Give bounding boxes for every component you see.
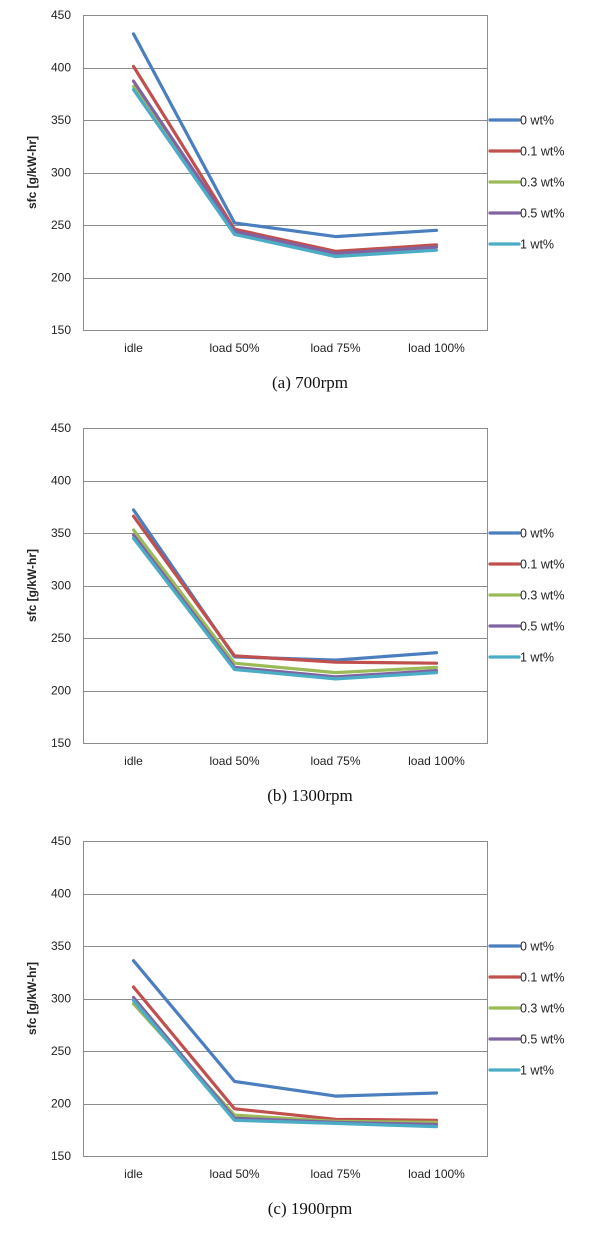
x-category-label: load 50% bbox=[209, 1167, 259, 1181]
y-tick-label: 150 bbox=[51, 1149, 71, 1163]
y-tick-label: 200 bbox=[51, 271, 71, 285]
chart-700rpm: 150 200 250 300 350 400 450 idle load 50% load 75… bbox=[25, 8, 564, 392]
y-tick-label: 400 bbox=[51, 474, 71, 488]
y-tick-label: 350 bbox=[51, 526, 71, 540]
plot-area-border bbox=[83, 841, 488, 1157]
y-axis-title: sfc [g/kW-hr] bbox=[25, 962, 39, 1035]
y-tick-label: 400 bbox=[51, 61, 71, 75]
x-category-label: idle bbox=[124, 1167, 143, 1181]
chart-1300rpm: 150 200 250 300 350 400 450 idle load 50% load 75… bbox=[25, 421, 564, 805]
x-category-label: load 50% bbox=[209, 754, 259, 768]
x-category-label: load 100% bbox=[408, 341, 465, 355]
series-line-1-wt- bbox=[131, 999, 439, 1129]
y-tick-label: 200 bbox=[51, 1097, 71, 1111]
y-axis-title: sfc [g/kW-hr] bbox=[25, 549, 39, 622]
series-line-0-wt- bbox=[131, 32, 439, 239]
y-tick-label: 350 bbox=[51, 939, 71, 953]
y-tick-label: 300 bbox=[51, 579, 71, 593]
y-tick-label: 450 bbox=[51, 421, 71, 435]
legend-label: 0.5 wt% bbox=[520, 1033, 564, 1047]
y-tick-label: 250 bbox=[51, 1044, 71, 1058]
x-category-label: load 75% bbox=[310, 341, 360, 355]
y-tick-label: 150 bbox=[51, 323, 71, 337]
y-axis-title: sfc [g/kW-hr] bbox=[25, 136, 39, 209]
series-line-0-wt- bbox=[131, 959, 439, 1098]
chart-1900rpm: 150 200 250 300 350 400 450 idle load 50% load 75… bbox=[25, 834, 564, 1218]
legend-label: 0 wt% bbox=[520, 940, 554, 954]
legend-label: 0.3 wt% bbox=[520, 589, 564, 603]
y-tick-label: 150 bbox=[51, 736, 71, 750]
legend-label: 0 wt% bbox=[520, 114, 554, 128]
y-tick-label: 250 bbox=[51, 218, 71, 232]
legend-label: 0.3 wt% bbox=[520, 176, 564, 190]
series-line-0-5-wt- bbox=[131, 79, 439, 255]
y-tick-label: 300 bbox=[51, 166, 71, 180]
series-line-0-1-wt- bbox=[131, 985, 439, 1122]
series-line-0-wt- bbox=[131, 508, 439, 662]
x-category-label: load 75% bbox=[310, 754, 360, 768]
series-line-0-1-wt- bbox=[131, 514, 439, 665]
y-tick-label: 350 bbox=[51, 113, 71, 127]
plot-area-border bbox=[83, 428, 488, 744]
legend-label: 0.1 wt% bbox=[520, 145, 564, 159]
legend-label: 0.5 wt% bbox=[520, 620, 564, 634]
x-category-label: load 100% bbox=[408, 754, 465, 768]
legend-label: 0.1 wt% bbox=[520, 558, 564, 572]
x-category-label: idle bbox=[124, 754, 143, 768]
y-tick-label: 400 bbox=[51, 887, 71, 901]
legend-label: 0.1 wt% bbox=[520, 971, 564, 985]
y-tick-label: 450 bbox=[51, 834, 71, 848]
x-category-label: load 50% bbox=[209, 341, 259, 355]
x-category-label: load 75% bbox=[310, 1167, 360, 1181]
legend-label: 0.5 wt% bbox=[520, 207, 564, 221]
legend-label: 1 wt% bbox=[520, 1064, 554, 1078]
y-tick-label: 300 bbox=[51, 992, 71, 1006]
series-line-0-5-wt- bbox=[131, 533, 439, 679]
legend-label: 0.3 wt% bbox=[520, 1002, 564, 1016]
y-tick-label: 450 bbox=[51, 8, 71, 22]
legend-label: 0 wt% bbox=[520, 527, 554, 541]
x-category-label: load 100% bbox=[408, 1167, 465, 1181]
figure-caption: (a) 700rpm bbox=[272, 373, 348, 392]
x-category-label: idle bbox=[124, 341, 143, 355]
legend-label: 1 wt% bbox=[520, 651, 554, 665]
plot-area-border bbox=[83, 15, 488, 331]
legend-label: 1 wt% bbox=[520, 238, 554, 252]
figure-caption: (c) 1900rpm bbox=[268, 1199, 353, 1218]
series-line-0-1-wt- bbox=[131, 64, 439, 253]
y-tick-label: 250 bbox=[51, 631, 71, 645]
y-tick-label: 200 bbox=[51, 684, 71, 698]
series-line-1-wt- bbox=[131, 536, 439, 681]
series-line-1-wt- bbox=[131, 87, 439, 259]
figure-caption: (b) 1300rpm bbox=[267, 786, 352, 805]
series-line-0-3-wt- bbox=[131, 528, 439, 675]
